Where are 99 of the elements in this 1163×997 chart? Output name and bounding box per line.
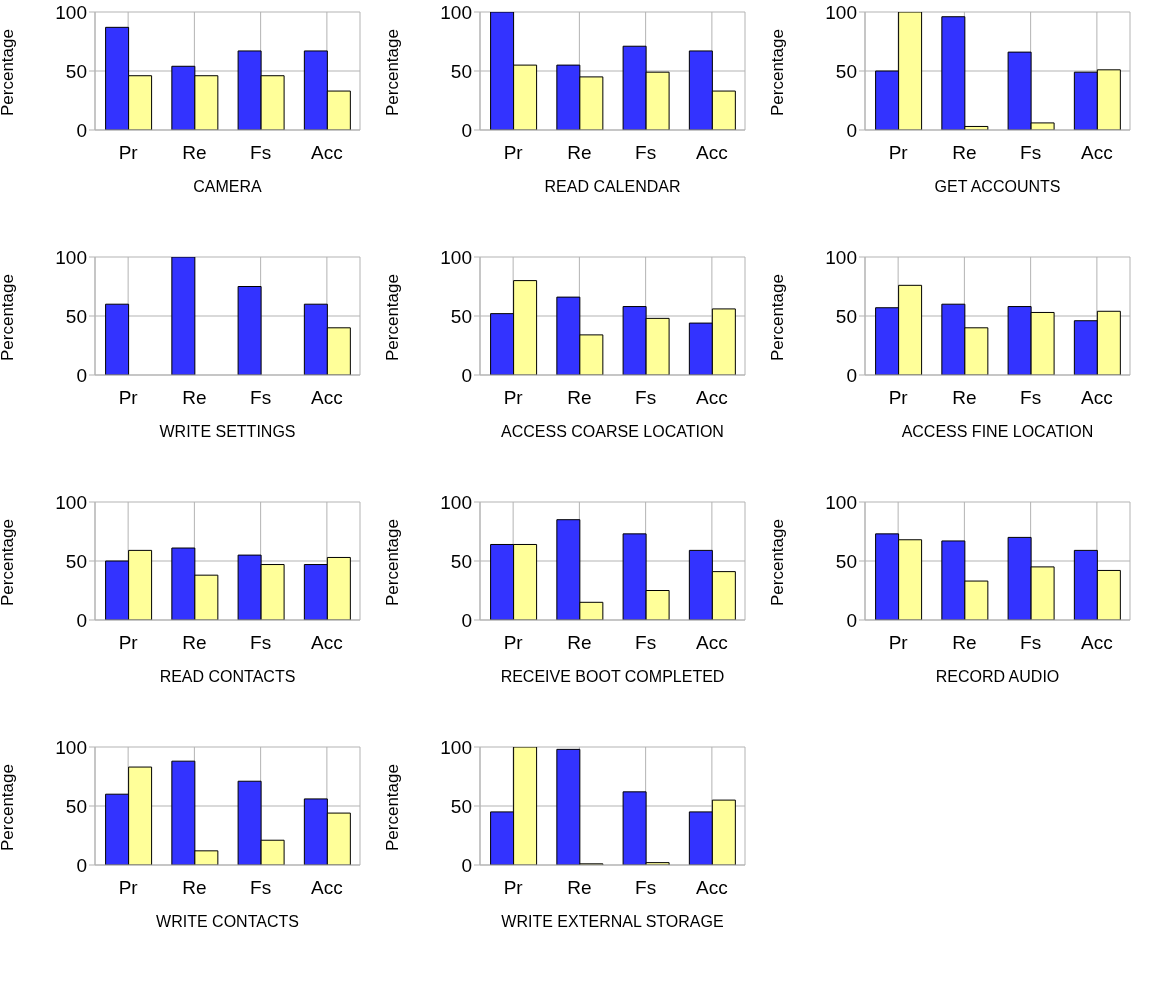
y-tick-label: 50 (450, 60, 472, 82)
x-axis-title: RECORD AUDIO (935, 668, 1060, 685)
x-axis-title: WRITE EXTERNAL STORAGE (501, 913, 724, 930)
x-tick-label: Re (567, 877, 592, 899)
x-axis-title: READ CONTACTS (159, 668, 296, 685)
x-tick-label: Acc (311, 877, 343, 899)
y-tick-label: 50 (835, 60, 857, 82)
y-tick-label: 100 (55, 736, 87, 758)
x-tick-label: Re (182, 877, 207, 899)
x-tick-label: Pr (118, 142, 139, 164)
y-tick-label: 100 (55, 1, 87, 23)
x-tick-label: Acc (696, 877, 728, 899)
y-tick-label: 100 (440, 736, 472, 758)
x-tick-label: Re (952, 632, 977, 654)
y-axis-title: Percentage (383, 29, 403, 116)
x-tick-label: Fs (635, 877, 657, 899)
x-tick-label: Acc (311, 142, 343, 164)
y-axis-title: Percentage (0, 519, 18, 606)
x-tick-label: Re (567, 387, 592, 409)
x-tick-label: Re (952, 387, 977, 409)
x-tick-label: Acc (696, 142, 728, 164)
x-tick-label: Pr (118, 877, 139, 899)
y-tick-label: 0 (76, 364, 87, 386)
x-axis-title: CAMERA (193, 178, 263, 195)
x-tick-label: Pr (888, 632, 909, 654)
x-tick-label: Pr (118, 387, 139, 409)
x-tick-label: Pr (888, 142, 909, 164)
x-tick-label: Pr (118, 632, 139, 654)
y-tick-label: 100 (440, 491, 472, 513)
y-axis-title: Percentage (0, 764, 18, 851)
y-tick-label: 50 (450, 795, 472, 817)
x-tick-label: Fs (250, 387, 272, 409)
y-axis-title: Percentage (0, 29, 18, 116)
y-tick-label: 50 (65, 550, 87, 572)
y-tick-label: 100 (440, 246, 472, 268)
y-tick-label: 100 (440, 1, 472, 23)
y-tick-label: 100 (825, 1, 857, 23)
y-tick-label: 0 (846, 119, 857, 141)
y-tick-label: 50 (65, 60, 87, 82)
y-tick-label: 0 (461, 854, 472, 876)
x-tick-label: Re (567, 632, 592, 654)
x-tick-label: Re (182, 142, 207, 164)
x-tick-label: Acc (696, 632, 728, 654)
y-tick-label: 50 (450, 305, 472, 327)
x-tick-label: Pr (503, 387, 524, 409)
y-tick-label: 100 (55, 246, 87, 268)
y-tick-label: 0 (76, 119, 87, 141)
x-tick-label: Fs (635, 142, 657, 164)
x-tick-label: Re (182, 387, 207, 409)
x-tick-label: Fs (250, 142, 272, 164)
x-tick-label: Acc (1081, 632, 1113, 654)
y-tick-label: 0 (76, 854, 87, 876)
x-tick-label: Acc (696, 387, 728, 409)
x-tick-label: Fs (250, 632, 272, 654)
x-tick-label: Fs (1020, 142, 1042, 164)
x-axis-title: READ CALENDAR (544, 178, 681, 195)
x-axis-title: RECEIVE BOOT COMPLETED (500, 668, 725, 685)
y-tick-label: 100 (825, 491, 857, 513)
x-tick-label: Fs (635, 632, 657, 654)
y-axis-title: Percentage (383, 519, 403, 606)
x-tick-label: Pr (888, 387, 909, 409)
x-tick-label: Fs (1020, 632, 1042, 654)
y-axis-title: Percentage (0, 274, 18, 361)
x-tick-label: Acc (1081, 387, 1113, 409)
x-tick-label: Fs (250, 877, 272, 899)
x-tick-label: Pr (503, 877, 524, 899)
x-axis-title: ACCESS FINE LOCATION (901, 423, 1094, 440)
y-tick-label: 50 (835, 550, 857, 572)
x-tick-label: Acc (311, 387, 343, 409)
x-tick-label: Fs (635, 387, 657, 409)
y-axis-title: Percentage (383, 274, 403, 361)
y-tick-label: 0 (76, 609, 87, 631)
y-tick-label: 50 (65, 305, 87, 327)
y-tick-label: 100 (825, 246, 857, 268)
x-tick-label: Fs (1020, 387, 1042, 409)
y-tick-label: 0 (461, 364, 472, 386)
y-tick-label: 100 (55, 491, 87, 513)
y-tick-label: 0 (846, 609, 857, 631)
x-tick-label: Acc (1081, 142, 1113, 164)
x-axis-title: WRITE CONTACTS (156, 913, 299, 930)
y-axis-title: Percentage (768, 519, 788, 606)
y-tick-label: 50 (450, 550, 472, 572)
y-axis-title: Percentage (768, 29, 788, 116)
y-tick-label: 0 (846, 364, 857, 386)
x-axis-title: GET ACCOUNTS (934, 178, 1061, 195)
x-axis-title: ACCESS COARSE LOCATION (501, 423, 724, 440)
x-axis-title: WRITE SETTINGS (159, 423, 296, 440)
y-axis-title: Percentage (383, 764, 403, 851)
y-tick-label: 50 (835, 305, 857, 327)
y-tick-label: 0 (461, 119, 472, 141)
x-tick-label: Acc (311, 632, 343, 654)
x-tick-label: Re (952, 142, 977, 164)
x-tick-label: Pr (503, 632, 524, 654)
x-tick-label: Re (567, 142, 592, 164)
x-tick-label: Pr (503, 142, 524, 164)
y-axis-title: Percentage (768, 274, 788, 361)
y-tick-label: 0 (461, 609, 472, 631)
x-tick-label: Re (182, 632, 207, 654)
y-tick-label: 50 (65, 795, 87, 817)
